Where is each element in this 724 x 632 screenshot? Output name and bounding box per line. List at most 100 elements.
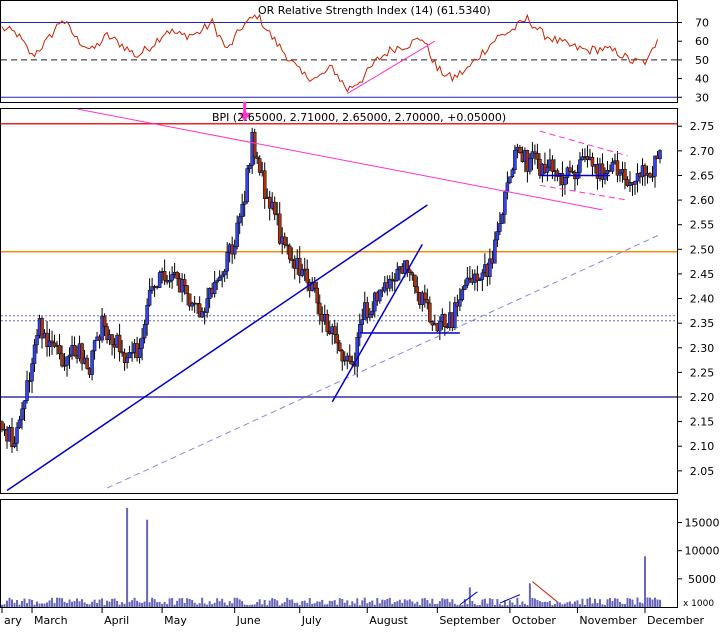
volume-bar: [543, 601, 546, 607]
candle-body: [478, 279, 482, 281]
volume-bar: [361, 600, 364, 607]
volume-bar: [538, 601, 541, 607]
volume-bar: [153, 599, 156, 607]
candle-body: [633, 180, 637, 185]
candle-body: [505, 182, 510, 193]
volume-bar: [371, 600, 374, 607]
candle-body: [182, 279, 187, 286]
volume-bar: [376, 598, 379, 607]
volume-bar: [651, 599, 654, 607]
volume-bar: [436, 603, 439, 607]
price-trendline: [76, 108, 603, 211]
candle-body: [312, 282, 317, 289]
volume-bar: [496, 599, 499, 607]
volume-bar: [471, 601, 474, 607]
volume-bar: [296, 602, 299, 607]
price-tick-label: 2.35: [690, 317, 715, 330]
volume-bar: [36, 601, 39, 607]
volume-bar: [116, 600, 119, 607]
volume-bar: [451, 599, 454, 607]
volume-bar: [423, 598, 426, 607]
month-label: May: [164, 614, 187, 627]
volume-bar: [323, 604, 326, 607]
volume-bar: [218, 601, 221, 607]
volume-bar: [443, 599, 446, 607]
volume-bar: [228, 601, 231, 607]
candle-body: [518, 147, 522, 153]
volume-tick-label: 15000: [685, 517, 720, 530]
price-tick-label: 2.70: [690, 145, 715, 158]
volume-bar: [331, 601, 334, 607]
volume-bar: [498, 604, 501, 607]
volume-bar: [171, 598, 174, 607]
volume-bar: [526, 605, 529, 607]
volume-bar: [418, 605, 421, 607]
volume-bar: [96, 602, 99, 607]
candle-body: [413, 274, 417, 287]
candle-body: [438, 321, 442, 332]
rsi-tick-label: 40: [695, 73, 709, 86]
volume-bar: [536, 599, 539, 607]
candle-body: [348, 355, 352, 362]
volume-bar: [316, 601, 319, 607]
volume-bar: [593, 598, 596, 607]
candle-body: [343, 359, 347, 362]
candle-body: [565, 167, 570, 178]
candle-body: [30, 363, 34, 382]
candle-body: [510, 169, 515, 177]
volume-bar: [456, 604, 459, 607]
volume-bar: [243, 604, 246, 607]
volume-bar: [38, 603, 41, 607]
volume-bar: [208, 601, 211, 607]
price-tick-label: 2.60: [690, 194, 715, 207]
candle-body: [393, 280, 397, 282]
volume-bar: [178, 598, 181, 607]
volume-bar: [231, 603, 234, 607]
volume-bar: [438, 600, 441, 607]
volume-bar: [388, 597, 391, 607]
volume-trendline: [499, 594, 521, 604]
volume-bar: [28, 599, 31, 607]
candle-body: [170, 274, 174, 281]
candle-body: [237, 216, 242, 224]
volume-bar: [596, 602, 599, 607]
candle-body: [410, 272, 415, 276]
volume-bar: [68, 599, 71, 607]
candle-body: [47, 340, 52, 347]
volume-bar: [148, 602, 151, 607]
volume-bar: [163, 601, 166, 607]
candle-body: [338, 342, 342, 351]
candle-body: [360, 319, 365, 325]
candle-body: [545, 166, 550, 173]
volume-bar: [261, 604, 264, 607]
volume-bar: [441, 598, 444, 607]
candle-body: [240, 204, 244, 217]
volume-bar: [413, 603, 416, 607]
rsi-tick-label: 70: [695, 17, 709, 30]
candle-body: [325, 314, 329, 332]
volume-bar: [573, 601, 576, 607]
candle-body: [50, 340, 54, 344]
candle-body: [453, 302, 457, 328]
volume-bar: [98, 599, 101, 607]
volume-bar: [531, 597, 534, 607]
volume-bar: [273, 598, 276, 607]
candle-body: [458, 299, 462, 307]
volume-bar: [91, 601, 94, 607]
volume-bar: [393, 602, 396, 607]
candle-body: [145, 304, 149, 325]
price-tick-label: 2.05: [690, 465, 715, 478]
volume-bar: [276, 600, 279, 607]
candle-body: [212, 281, 217, 295]
volume-bar: [226, 605, 229, 607]
volume-bar: [181, 598, 184, 607]
volume-bar: [88, 604, 91, 607]
volume-bar: [318, 601, 321, 607]
volume-bar: [648, 597, 651, 607]
candle-body: [45, 332, 49, 347]
volume-bar: [58, 597, 61, 607]
volume-bar: [516, 597, 519, 607]
volume-bar: [26, 603, 29, 607]
volume-bar: [143, 601, 146, 607]
volume-bar: [411, 601, 414, 607]
